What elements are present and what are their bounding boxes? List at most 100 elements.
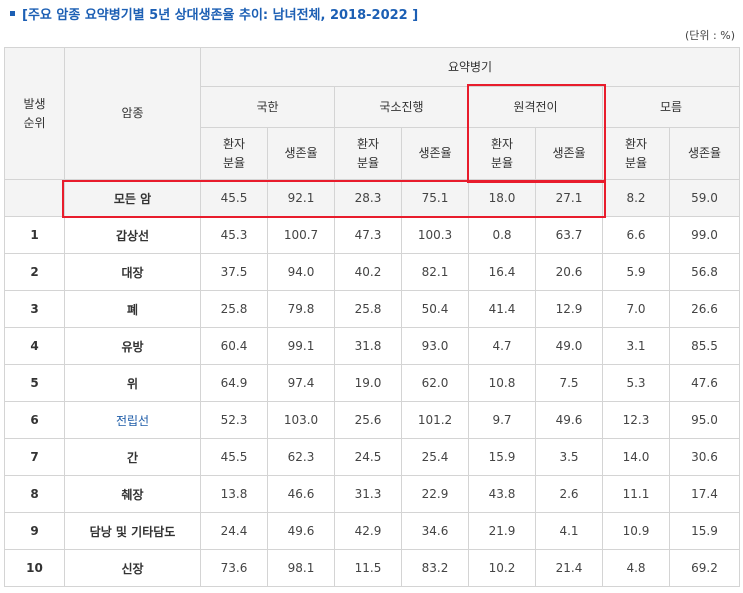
subheader-survival-unknown: 생존율	[668, 127, 741, 180]
value-cell: 56.8	[668, 253, 741, 291]
value-cell: 25.8	[334, 290, 402, 328]
value-cell: 52.3	[200, 401, 268, 439]
value-cell: 21.9	[468, 512, 536, 550]
value-cell: 93.0	[401, 327, 469, 365]
value-cell: 13.8	[200, 475, 268, 513]
value-cell: 10.8	[468, 364, 536, 402]
value-cell: 46.6	[267, 475, 335, 513]
value-cell: 50.4	[401, 290, 469, 328]
value-cell: 49.6	[535, 401, 603, 439]
value-cell: 10.2	[468, 549, 536, 587]
value-cell: 94.0	[267, 253, 335, 291]
value-cell: 14.0	[602, 438, 670, 476]
table-title: [주요 암종 요약병기별 5년 상대생존율 추이: 남녀전체, 2018-202…	[10, 4, 418, 23]
value-cell: 100.3	[401, 216, 469, 254]
table-row: 3 폐 25.8 79.8 25.8 50.4 41.4 12.9 7.0 26.6	[4, 290, 741, 328]
value-cell: 10.9	[602, 512, 670, 550]
value-cell: 24.5	[334, 438, 402, 476]
cancer-name-cell: 유방	[64, 327, 201, 365]
cancer-name-cell: 신장	[64, 549, 201, 587]
table-row: 9 담낭 및 기타담도 24.4 49.6 42.9 34.6 21.9 4.1 10.9 15.…	[4, 512, 741, 550]
rank-cell: 6	[4, 401, 65, 439]
table-row: 5 위 64.9 97.4 19.0 62.0 10.8 7.5 5.3 47.6	[4, 364, 741, 402]
table-row: 6 전립선 52.3 103.0 25.6 101.2 9.7 49.6 12.3 95.0	[4, 401, 741, 439]
value-cell: 3.5	[535, 438, 603, 476]
value-cell: 92.1	[267, 179, 335, 217]
value-cell: 31.3	[334, 475, 402, 513]
rank-cell: 7	[4, 438, 65, 476]
header-stage-unknown: 모름	[601, 86, 741, 128]
table-row: 10 신장 73.6 98.1 11.5 83.2 10.2 21.4 4.8 69.2	[4, 549, 741, 587]
value-cell: 37.5	[200, 253, 268, 291]
cancer-name-cell[interactable]: 전립선	[64, 401, 201, 439]
value-cell: 85.5	[668, 327, 741, 365]
value-cell: 5.3	[602, 364, 670, 402]
value-cell: 21.4	[535, 549, 603, 587]
value-cell: 9.7	[468, 401, 536, 439]
header-stage-group: 요약병기	[199, 47, 741, 87]
value-cell: 62.3	[267, 438, 335, 476]
header-cancer: 암종	[64, 47, 201, 180]
value-cell: 98.1	[267, 549, 335, 587]
table-row: 4 유방 60.4 99.1 31.8 93.0 4.7 49.0 3.1 85.5	[4, 327, 741, 365]
value-cell: 73.6	[200, 549, 268, 587]
value-cell: 17.4	[668, 475, 741, 513]
cancer-name-cell: 대장	[64, 253, 201, 291]
value-cell: 82.1	[401, 253, 469, 291]
value-cell: 34.6	[401, 512, 469, 550]
survival-table: 발생 순위 암종 요약병기 국한 국소진행 원격전이 모름 환자 분율 생존율 환자…	[4, 47, 741, 587]
subheader-survival-regional: 생존율	[401, 127, 469, 180]
value-cell: 59.0	[668, 179, 741, 217]
value-cell: 15.9	[468, 438, 536, 476]
value-cell: 101.2	[401, 401, 469, 439]
bullet-square-icon	[10, 11, 15, 16]
value-cell: 19.0	[334, 364, 402, 402]
value-cell: 7.0	[602, 290, 670, 328]
value-cell: 25.4	[401, 438, 469, 476]
table-title-text: [주요 암종 요약병기별 5년 상대생존율 추이: 남녀전체, 2018-202…	[22, 8, 419, 23]
value-cell: 20.6	[535, 253, 603, 291]
value-cell: 45.5	[200, 438, 268, 476]
value-cell: 3.1	[602, 327, 670, 365]
subheader-share-local: 환자 분율	[200, 127, 268, 180]
rank-cell: 10	[4, 549, 65, 587]
value-cell: 62.0	[401, 364, 469, 402]
cancer-name-cell: 담낭 및 기타담도	[64, 512, 201, 550]
value-cell: 95.0	[668, 401, 741, 439]
value-cell: 16.4	[468, 253, 536, 291]
cancer-name-cell: 모든 암	[64, 179, 201, 217]
value-cell: 63.7	[535, 216, 603, 254]
value-cell: 83.2	[401, 549, 469, 587]
table-row: 7 간 45.5 62.3 24.5 25.4 15.9 3.5 14.0 30.6	[4, 438, 741, 476]
value-cell: 11.1	[602, 475, 670, 513]
rank-cell: 5	[4, 364, 65, 402]
table-row: 모든 암 45.5 92.1 28.3 75.1 18.0 27.1 8.2 59.0	[4, 179, 741, 217]
value-cell: 60.4	[200, 327, 268, 365]
subheader-share-regional: 환자 분율	[334, 127, 402, 180]
rank-cell: 8	[4, 475, 65, 513]
table-row: 2 대장 37.5 94.0 40.2 82.1 16.4 20.6 5.9 56.8	[4, 253, 741, 291]
value-cell: 12.3	[602, 401, 670, 439]
value-cell: 79.8	[267, 290, 335, 328]
value-cell: 45.5	[200, 179, 268, 217]
value-cell: 12.9	[535, 290, 603, 328]
value-cell: 11.5	[334, 549, 402, 587]
value-cell: 41.4	[468, 290, 536, 328]
value-cell: 25.6	[334, 401, 402, 439]
value-cell: 69.2	[668, 549, 741, 587]
value-cell: 15.9	[668, 512, 741, 550]
value-cell: 0.8	[468, 216, 536, 254]
value-cell: 99.1	[267, 327, 335, 365]
value-cell: 99.0	[668, 216, 741, 254]
value-cell: 4.7	[468, 327, 536, 365]
rank-cell: 4	[4, 327, 65, 365]
value-cell: 43.8	[468, 475, 536, 513]
value-cell: 28.3	[334, 179, 402, 217]
value-cell: 40.2	[334, 253, 402, 291]
rank-cell: 1	[4, 216, 65, 254]
header-rank: 발생 순위	[4, 47, 65, 180]
value-cell: 26.6	[668, 290, 741, 328]
cancer-name-cell: 위	[64, 364, 201, 402]
value-cell: 42.9	[334, 512, 402, 550]
value-cell: 49.0	[535, 327, 603, 365]
